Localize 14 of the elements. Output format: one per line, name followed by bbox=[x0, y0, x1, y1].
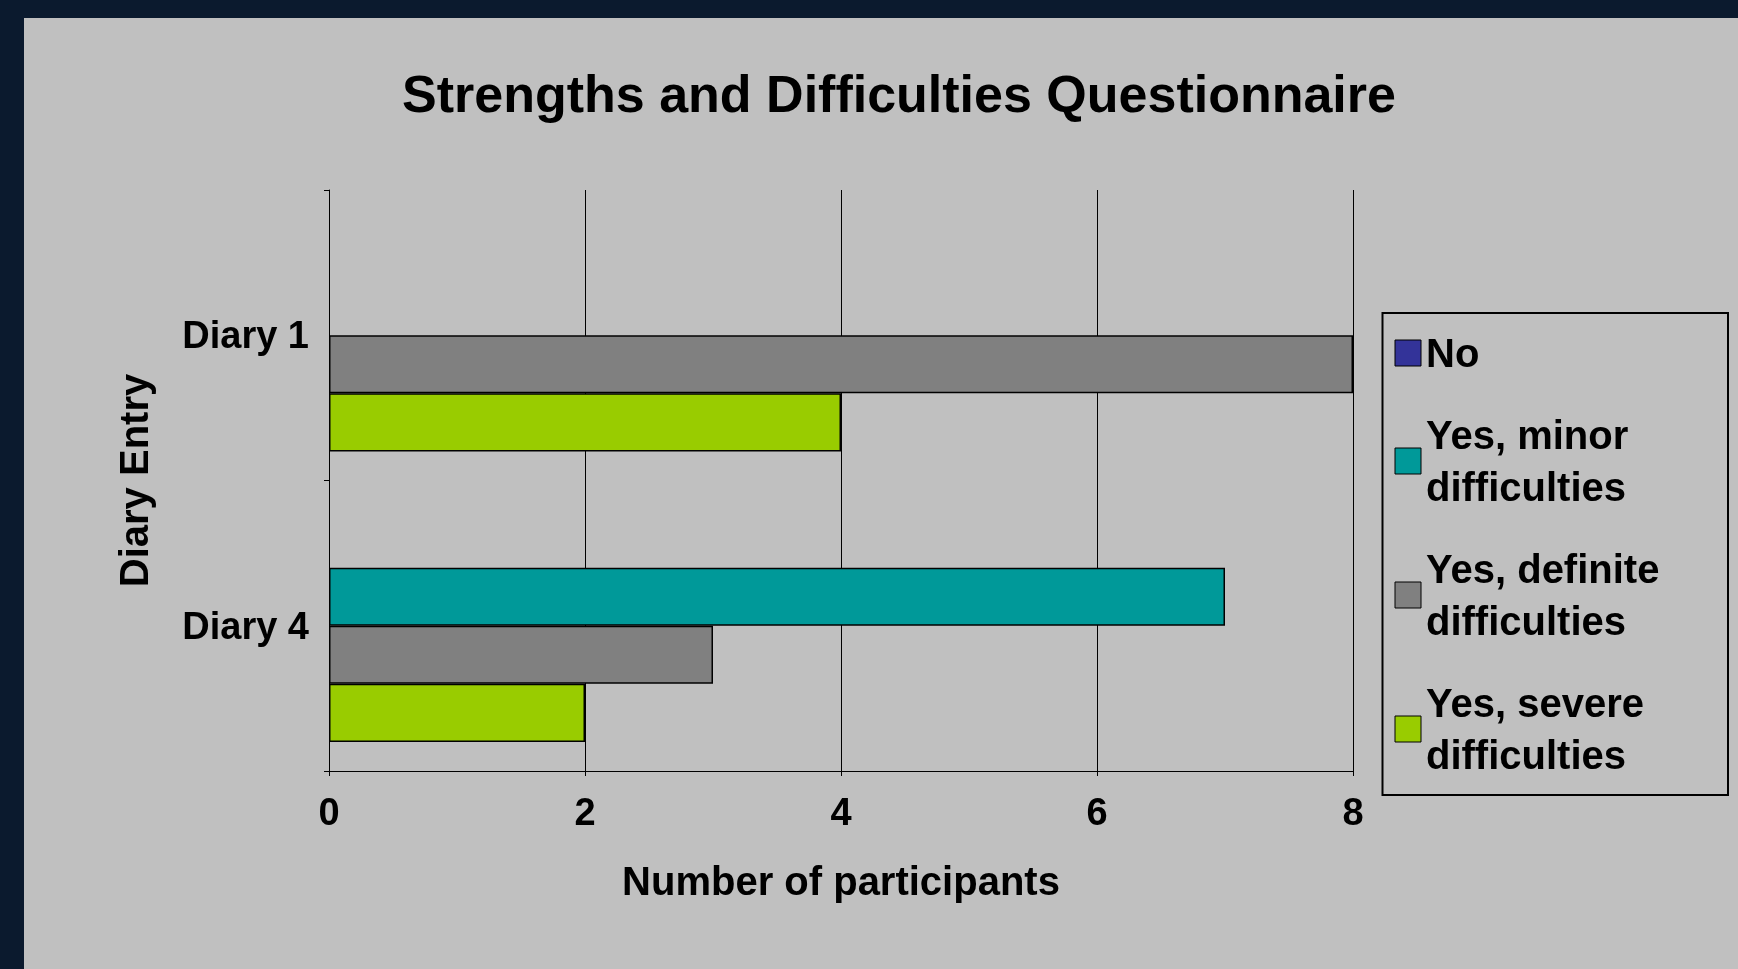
legend-label: Yes, minor difficulties bbox=[1426, 413, 1640, 509]
x-tick-label: 8 bbox=[1342, 791, 1364, 833]
x-tick-label: 0 bbox=[318, 791, 340, 833]
y-axis-title: Diary Entry bbox=[112, 373, 156, 588]
chart-title: Strengths and Difficulties Questionnaire bbox=[402, 65, 1396, 123]
legend-label: Yes, definite difficulties bbox=[1426, 547, 1671, 643]
x-axis-title: Number of participants bbox=[622, 859, 1060, 903]
x-tick-label: 4 bbox=[830, 791, 852, 833]
legend-label: No bbox=[1426, 331, 1480, 375]
legend-label: Yes, severe difficulties bbox=[1426, 681, 1656, 777]
y-tick-label: Diary 4 bbox=[182, 604, 309, 647]
y-tick-label: Diary 1 bbox=[182, 314, 309, 357]
x-tick-label: 2 bbox=[574, 791, 596, 833]
x-tick-label: 6 bbox=[1086, 791, 1108, 833]
